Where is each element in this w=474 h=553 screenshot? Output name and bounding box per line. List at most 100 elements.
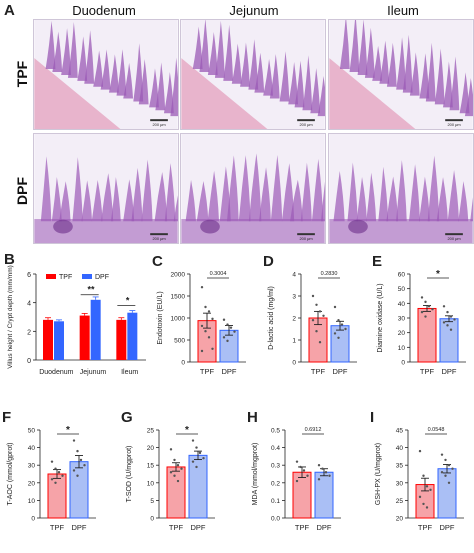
h-ytick-label: 0.0: [271, 516, 280, 523]
h-data-point: [306, 474, 309, 477]
g-data-point: [169, 471, 173, 474]
e-data-point: [420, 296, 424, 299]
b-ytick-label: 4: [27, 301, 31, 308]
f-data-point: [76, 474, 79, 477]
i-ytick-label: 35: [396, 463, 404, 470]
f-xtick-label-dpf: DPF: [72, 523, 87, 532]
c-data-point: [204, 305, 207, 309]
micrograph-tpf-duodenum: 200 μm: [33, 19, 179, 130]
svg-text:200 μm: 200 μm: [152, 122, 165, 127]
f-ytick-label: 40: [28, 445, 36, 452]
g-data-point: [176, 479, 180, 483]
e-pvalue: *: [436, 269, 440, 280]
i-data-point: [425, 485, 429, 488]
f-data-point: [83, 464, 86, 467]
d-data-point: [315, 303, 318, 306]
b-xtick-label: Ileum: [121, 369, 138, 376]
g-ytick-label: 10: [147, 480, 155, 487]
e-data-point: [446, 324, 449, 327]
i-data-point: [418, 449, 422, 453]
i-data-point: [444, 474, 447, 477]
e-data-point: [446, 310, 449, 314]
h-ytick-label: 0.1: [271, 498, 280, 505]
i-data-point: [422, 474, 425, 477]
i-ytick-label: 40: [396, 445, 404, 452]
b-annotation-jejunum: **: [87, 285, 95, 295]
c-xtick-label-tpf: TPF: [200, 367, 215, 376]
d-ytick-label: 0: [292, 360, 296, 367]
f-ytick-label: 0: [31, 516, 35, 523]
b-xtick-label: Duodenum: [39, 369, 73, 376]
c-data-point: [211, 317, 214, 321]
h-xtick-label-tpf: TPF: [295, 523, 310, 532]
d-data-point: [333, 305, 337, 309]
h-ytick-label: 0.3: [271, 463, 280, 470]
c-data-point: [229, 326, 233, 329]
e-data-point: [449, 315, 453, 318]
e-data-point: [424, 300, 427, 304]
d-data-point: [337, 336, 340, 339]
c-data-point: [200, 324, 204, 328]
g-data-point: [202, 456, 205, 460]
b-legend-label-dpf: DPF: [95, 274, 109, 281]
g-data-point: [195, 465, 198, 469]
e-data-point: [442, 321, 446, 324]
c-data-point: [222, 318, 226, 321]
h-data-point: [324, 471, 328, 474]
g-ytick-label: 15: [147, 463, 155, 470]
d-ytick-label: 4: [292, 272, 296, 279]
g-xtick-label-dpf: DPF: [191, 523, 206, 532]
row-label-tpf: TPF: [14, 60, 30, 88]
d-xtick-label-tpf: TPF: [311, 367, 326, 376]
g-ytick-label: 0: [150, 516, 154, 523]
h-data-point: [299, 465, 302, 469]
f-bar-tpf: [47, 473, 67, 519]
f-data-point: [72, 439, 76, 442]
b-ytick-label: 0: [27, 358, 31, 365]
e-bar-dpf: [439, 318, 459, 363]
b-bar-tpf: [116, 319, 127, 360]
i-data-point: [451, 467, 454, 470]
d-ytick-label: 3: [292, 294, 296, 301]
c-ytick-label: 0: [181, 360, 185, 367]
i-ytick-label: 45: [396, 428, 404, 435]
micrograph-tpf-jejunum: 200 μm: [180, 19, 326, 130]
g-data-point: [195, 446, 198, 449]
d-data-point: [315, 330, 318, 333]
i-data-point: [444, 458, 447, 462]
d-data-point: [337, 319, 340, 322]
h-ytick-label: 0.2: [271, 480, 280, 487]
d-data-point: [311, 294, 315, 298]
svg-text:200 μm: 200 μm: [152, 236, 165, 241]
f-data-point: [61, 474, 64, 477]
panel-label-d: D: [263, 253, 274, 270]
h-data-point: [317, 478, 321, 481]
f-xtick-label-tpf: TPF: [50, 523, 65, 532]
charts-layer: B 0 2 4 6 Villus height / Crypt depth (mm/mm)…: [2, 251, 466, 532]
panel-label-i: I: [370, 409, 374, 426]
f-pvalue: *: [66, 425, 70, 436]
c-ytick-label: 500: [174, 338, 185, 345]
d-xtick-label-dpf: DPF: [333, 367, 348, 376]
i-ylabel: GSH-PX (U/mgprot): [375, 443, 382, 505]
b-bar-tpf: [43, 319, 53, 360]
d-data-point: [333, 332, 337, 335]
panel-label-b: B: [4, 251, 15, 268]
d-pvalue: 0.2830: [321, 271, 338, 277]
d-ytick-label: 2: [292, 316, 296, 323]
e-ytick-label: 50: [398, 286, 406, 293]
svg-text:200 μm: 200 μm: [299, 122, 312, 127]
e-ytick-label: 20: [398, 330, 406, 337]
c-ytick-label: 1000: [171, 316, 186, 323]
row-label-dpf: DPF: [14, 177, 30, 205]
g-xtick-label-tpf: TPF: [169, 523, 184, 532]
e-data-point: [449, 328, 453, 331]
svg-text:200 μm: 200 μm: [447, 236, 460, 241]
h-data-point: [295, 460, 299, 463]
i-ytick-label: 30: [396, 480, 404, 487]
f-data-point: [57, 471, 61, 474]
i-ytick-label: 20: [396, 516, 404, 523]
h-bar-dpf: [314, 471, 334, 519]
i-data-point: [447, 464, 451, 467]
b-ylabel: Villus height / Crypt depth (mm/mm): [7, 265, 14, 369]
